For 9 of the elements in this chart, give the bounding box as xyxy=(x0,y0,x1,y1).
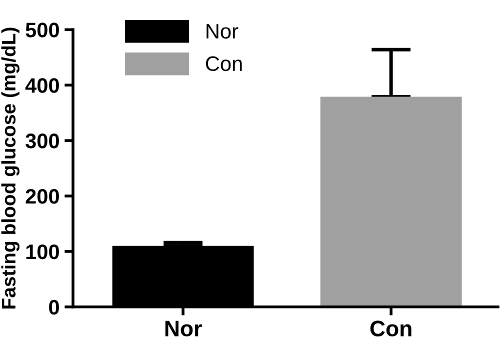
y-tick-label: 300 xyxy=(26,134,59,148)
y-tick-label: 500 xyxy=(26,22,59,38)
legend-label: Nor xyxy=(206,24,238,39)
y-tick-label: 100 xyxy=(26,244,59,260)
y-tick-label: 400 xyxy=(25,78,59,93)
y-tick-label: 0 xyxy=(49,300,59,315)
legend-label: Con xyxy=(206,56,242,72)
y-tick-label: 200 xyxy=(26,189,59,204)
y-axis-title: Fasting blood glucose (mg/dL) xyxy=(1,28,20,308)
